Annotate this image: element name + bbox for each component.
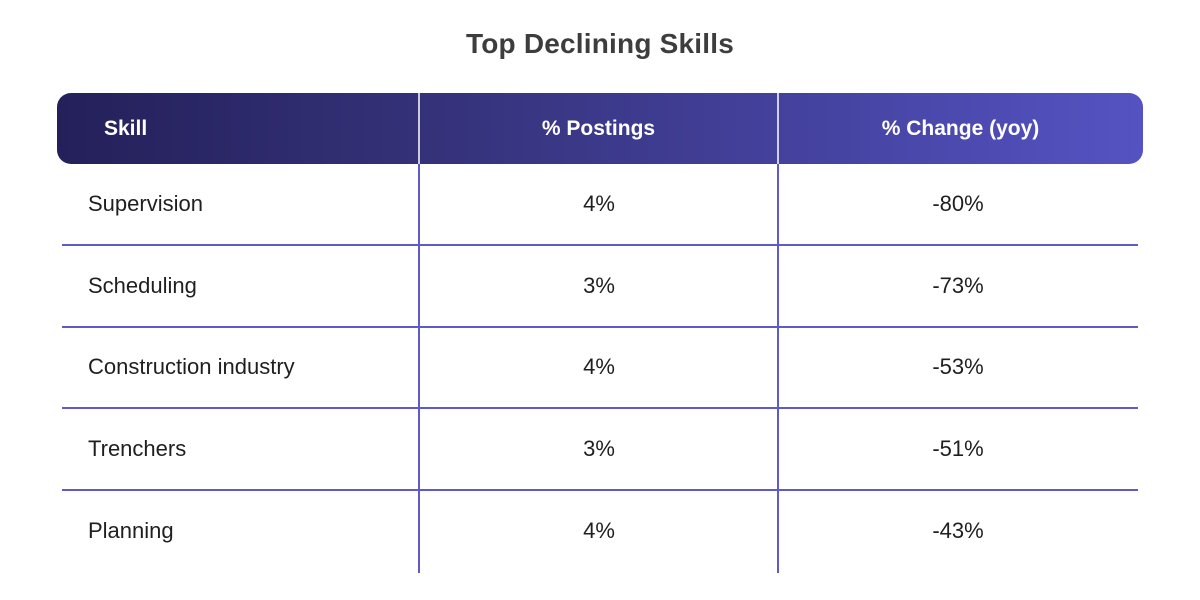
cell-postings: 4% xyxy=(583,191,615,216)
cell-postings: 4% xyxy=(583,354,615,379)
cell-change: -73% xyxy=(932,273,984,298)
cell-change: -80% xyxy=(932,191,984,216)
header-skill: Skill xyxy=(104,117,148,140)
cell-postings: 3% xyxy=(583,436,615,461)
header-divider-2 xyxy=(777,93,779,164)
cell-skill: Trenchers xyxy=(88,436,187,461)
cell-skill: Supervision xyxy=(88,191,203,216)
cell-skill: Construction industry xyxy=(88,354,295,379)
table-header: Skill % Postings % Change (yoy) xyxy=(57,93,1143,164)
cell-change: -43% xyxy=(932,518,984,543)
cell-change: -51% xyxy=(932,436,984,461)
cell-skill: Planning xyxy=(88,518,174,543)
row-divider xyxy=(62,489,1138,491)
cell-postings: 3% xyxy=(583,273,615,298)
row-divider xyxy=(62,326,1138,328)
header-divider-1 xyxy=(418,93,420,164)
column-divider-2 xyxy=(777,164,779,573)
row-divider xyxy=(62,244,1138,246)
header-change: % Change (yoy) xyxy=(881,117,1040,140)
header-postings: % Postings xyxy=(541,117,656,140)
cell-change: -53% xyxy=(932,354,984,379)
table-title: Top Declining Skills xyxy=(466,28,734,59)
column-divider-1 xyxy=(418,164,420,573)
row-divider xyxy=(62,407,1138,409)
cell-postings: 4% xyxy=(583,518,615,543)
cell-skill: Scheduling xyxy=(88,273,197,298)
